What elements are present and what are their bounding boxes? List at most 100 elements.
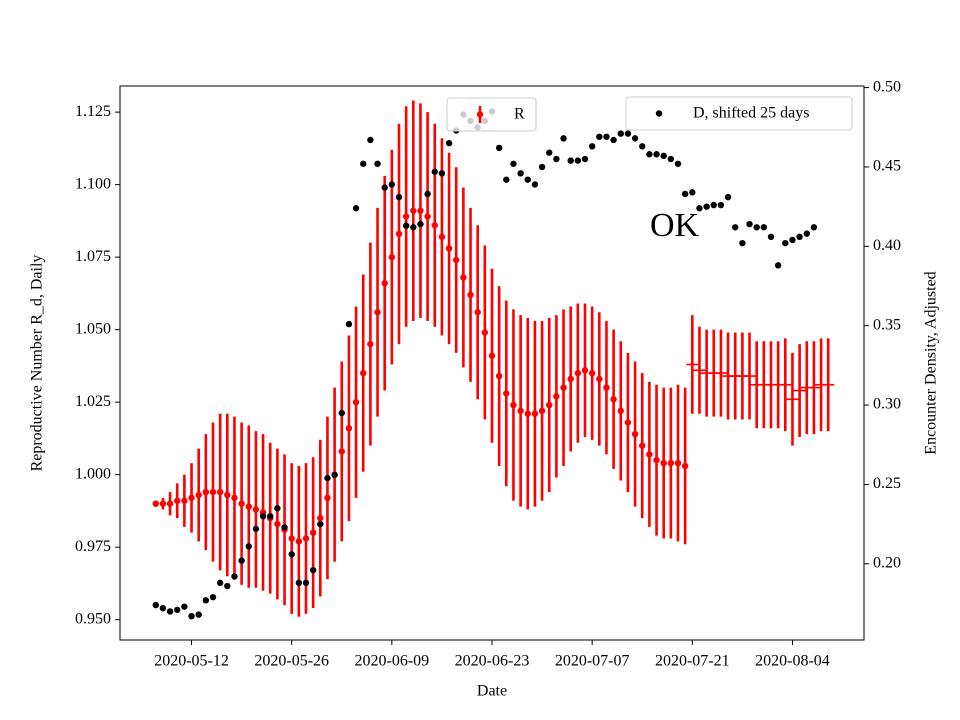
point xyxy=(345,320,353,328)
point xyxy=(424,213,431,220)
annotation: OK xyxy=(650,207,700,244)
point xyxy=(417,207,424,214)
point xyxy=(252,525,260,533)
y-tick-label: 1.125 xyxy=(75,103,111,120)
point xyxy=(510,160,517,167)
point xyxy=(782,239,789,247)
point xyxy=(767,233,775,241)
point xyxy=(209,593,217,601)
point xyxy=(717,201,725,209)
point xyxy=(238,557,245,564)
point xyxy=(338,409,345,417)
point xyxy=(381,280,388,287)
point xyxy=(331,471,338,479)
point xyxy=(631,430,639,438)
point xyxy=(224,582,231,590)
point xyxy=(166,608,174,615)
point xyxy=(367,136,374,144)
point xyxy=(710,201,717,209)
y2-tick-label: 0.20 xyxy=(873,554,901,571)
point xyxy=(703,203,710,210)
point xyxy=(174,606,181,614)
point xyxy=(646,451,653,458)
point xyxy=(324,474,331,482)
point xyxy=(360,369,367,377)
point xyxy=(689,189,696,196)
point xyxy=(667,155,675,163)
point xyxy=(216,579,224,587)
y-tick-label: 1.050 xyxy=(75,320,111,337)
x-tick-label: 2020-07-07 xyxy=(555,653,630,670)
point xyxy=(495,144,503,152)
point xyxy=(374,160,381,167)
point xyxy=(474,309,481,316)
point xyxy=(152,500,159,507)
point xyxy=(295,538,303,545)
point xyxy=(653,456,660,464)
legend-label: D, shifted 25 days xyxy=(693,105,809,122)
point xyxy=(753,224,760,231)
y2-tick-label: 0.30 xyxy=(873,396,901,413)
legend-box xyxy=(625,96,853,131)
point xyxy=(309,529,317,536)
point xyxy=(603,384,610,391)
point xyxy=(546,401,553,409)
point xyxy=(438,170,446,177)
point xyxy=(495,372,503,380)
point xyxy=(696,205,703,212)
legend-box xyxy=(446,97,537,132)
point xyxy=(209,488,217,496)
point xyxy=(674,459,682,467)
point xyxy=(352,398,360,406)
point xyxy=(581,367,589,374)
point xyxy=(402,213,410,220)
point xyxy=(388,253,396,261)
point xyxy=(216,488,224,496)
y-tick-label: 1.000 xyxy=(75,465,111,482)
point xyxy=(360,160,367,167)
point xyxy=(524,176,531,183)
point xyxy=(560,135,567,142)
point xyxy=(774,262,782,269)
point xyxy=(195,491,202,499)
point xyxy=(739,239,746,247)
point xyxy=(674,160,682,167)
point xyxy=(481,329,489,336)
point xyxy=(531,410,539,417)
point xyxy=(181,497,188,504)
y-tick-label: 1.025 xyxy=(75,393,111,410)
point xyxy=(488,352,496,359)
y-tick-label: 0.950 xyxy=(75,610,111,627)
x-tick-label: 2020-05-26 xyxy=(254,653,329,670)
point xyxy=(345,425,353,432)
point xyxy=(317,520,324,528)
point xyxy=(188,612,195,620)
legend-label: R xyxy=(514,106,525,123)
point xyxy=(438,233,446,241)
point xyxy=(653,151,660,158)
point xyxy=(553,155,560,163)
y-tick-label: 1.100 xyxy=(75,175,111,192)
point xyxy=(624,419,632,426)
y-tick-label: 0.975 xyxy=(75,538,111,555)
x-axis-label: Date xyxy=(477,683,507,700)
point xyxy=(624,130,632,137)
y2-tick-label: 0.50 xyxy=(873,78,901,95)
point xyxy=(803,230,810,237)
point xyxy=(732,224,739,231)
point xyxy=(760,224,768,231)
point xyxy=(503,390,510,397)
point xyxy=(639,143,646,150)
point xyxy=(574,369,582,377)
point xyxy=(302,535,310,542)
point xyxy=(660,459,667,467)
x-tick-label: 2020-05-12 xyxy=(154,653,229,670)
point xyxy=(660,152,667,160)
y-tick-label: 1.075 xyxy=(75,248,111,265)
point xyxy=(789,236,796,244)
point xyxy=(567,157,574,164)
point xyxy=(681,190,689,198)
point xyxy=(617,407,624,415)
point xyxy=(231,494,238,502)
